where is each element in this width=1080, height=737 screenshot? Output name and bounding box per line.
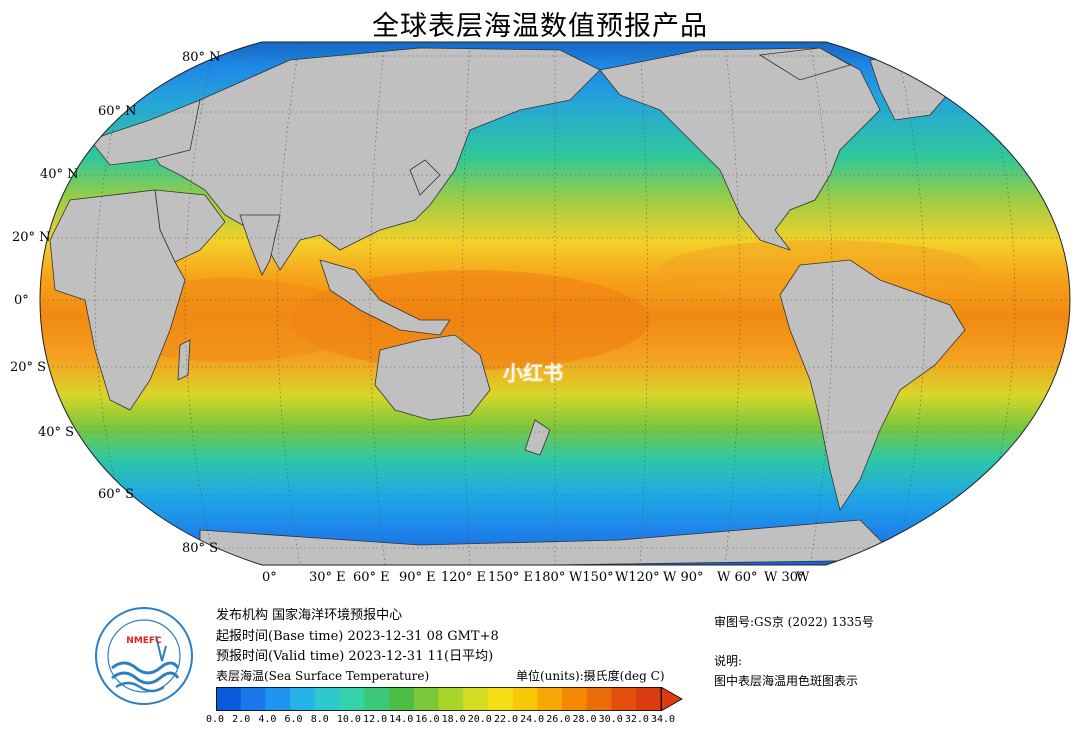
- colorbar-tick-label: 2.0: [232, 714, 251, 725]
- nmefc-logo: NMEFC: [95, 607, 193, 705]
- watermark: 小红书: [503, 361, 563, 385]
- south-america: [779, 259, 966, 511]
- australia: [374, 334, 491, 421]
- lon-label: 0°: [262, 570, 277, 585]
- eurasia: [149, 47, 601, 271]
- variable-name: 表层海温(Sea Surface Temperature): [216, 669, 430, 683]
- lat-label-20n: 20° N: [12, 230, 51, 245]
- warm-pool: [290, 270, 650, 370]
- colorbar-tick-label: 18.0: [441, 714, 466, 725]
- colorbar-cell: [611, 687, 637, 711]
- colorbar-cell: [290, 687, 316, 711]
- lon-label: W 30°: [764, 570, 805, 585]
- new-zealand: [524, 419, 551, 456]
- units: 单位(units):摄氏度(deg C): [516, 669, 665, 683]
- colorbar-cell: [240, 687, 266, 711]
- lat-label-60n: 60° N: [98, 104, 137, 119]
- lat-label-80s: 80° S: [182, 541, 219, 556]
- colorbar-cell: [364, 687, 390, 711]
- africa: [49, 189, 186, 411]
- colorbar-tick-label: 20.0: [467, 714, 492, 725]
- colorbar-tick-label: 16.0: [415, 714, 440, 725]
- colorbar-tick-label: 0.0: [206, 714, 225, 725]
- colorbar-frame: [216, 687, 662, 711]
- colorbar-ticks: 0.0 2.0 4.0 6.0 8.0 10.0 12.0 14.0 16.0 18.0 20.0 2…: [206, 714, 676, 728]
- lon-label: W120°: [615, 570, 660, 585]
- colorbar-tick-label: 22.0: [493, 714, 519, 725]
- india: [239, 214, 281, 276]
- map-border: [39, 41, 1071, 566]
- north-america: [599, 47, 881, 251]
- lat-label-20s: 20° S: [10, 360, 47, 375]
- lat-label-80n: 80° N: [182, 50, 221, 65]
- colorbar-tick-label: 32.0: [624, 714, 649, 725]
- lon-label: W: [796, 570, 810, 585]
- colorbar-cell: [512, 687, 538, 711]
- colorbar-cell: [265, 687, 291, 711]
- colorbar-tick-label: 30.0: [598, 714, 623, 725]
- colorbar-cell: [438, 687, 464, 711]
- colorbar-cell: [339, 687, 365, 711]
- colorbar-tick-label: 34.0: [651, 714, 676, 725]
- colorbar-tick-label: 26.0: [546, 714, 571, 725]
- lat-label-40n: 40° N: [40, 167, 79, 182]
- colorbar-cell: [562, 687, 588, 711]
- colorbar-tick-label: 6.0: [284, 714, 303, 725]
- colorbar: [216, 687, 683, 711]
- note-title: 说明:: [714, 654, 743, 668]
- colorbar-tick-label: 24.0: [520, 714, 545, 725]
- colorbar-tick-label: 4.0: [258, 714, 277, 725]
- colorbar-cell: [487, 687, 514, 711]
- valid-time: 预报时间(Valid time) 2023-12-31 11(日平均): [216, 649, 494, 664]
- note-text: 图中表层海温用色斑图表示: [714, 674, 859, 688]
- base-time: 起报时间(Base time) 2023-12-31 08 GMT+8: [216, 629, 499, 644]
- lat-label-40s: 40° S: [38, 425, 75, 440]
- lon-label: W 60°: [717, 570, 758, 585]
- colorbar-extend-arrow: [660, 687, 683, 711]
- publisher: 发布机构 国家海洋环境预报中心: [216, 608, 403, 623]
- lon-label: 30° E: [309, 570, 346, 585]
- lon-label: 90° E: [399, 570, 436, 585]
- colorbar-tick-label: 8.0: [310, 714, 329, 725]
- colorbar-cell: [586, 687, 613, 711]
- colorbar-cell: [216, 687, 242, 711]
- colorbar-tick-label: 28.0: [572, 714, 597, 725]
- colorbar-cell: [537, 687, 563, 711]
- europe: [89, 99, 201, 166]
- colorbar-tick-label: 10.0: [336, 714, 361, 725]
- lon-label: 180°: [534, 570, 566, 585]
- map-approval-number: 审图号:GS京 (2022) 1335号: [714, 615, 874, 629]
- colorbar-tick-label: 12.0: [363, 714, 388, 725]
- lon-label: W 90°: [663, 570, 704, 585]
- colorbar-cell: [413, 687, 439, 711]
- logo-text: NMEFC: [126, 636, 162, 646]
- lat-label-60s: 60° S: [98, 487, 135, 502]
- madagascar: [177, 339, 191, 381]
- colorbar-tick-label: 14.0: [389, 714, 414, 725]
- antarctica: [199, 519, 901, 565]
- lon-label: W150°: [569, 570, 614, 585]
- lon-label: 60° E: [353, 570, 390, 585]
- map-title: 全球表层海温数值预报产品: [372, 11, 708, 42]
- land-masses: [49, 47, 966, 565]
- colorbar-cell: [389, 687, 415, 711]
- longitude-labels: 0° 30° E 60° E 90° E 120° E 150° E 180° …: [0, 570, 1080, 588]
- colorbar-cell: [314, 687, 341, 711]
- colorbar-cell: [636, 687, 662, 711]
- lat-label-0: 0°: [14, 293, 29, 308]
- lon-label: 120° E: [441, 570, 486, 585]
- lon-label: 150° E: [488, 570, 533, 585]
- colorbar-cell: [463, 687, 489, 711]
